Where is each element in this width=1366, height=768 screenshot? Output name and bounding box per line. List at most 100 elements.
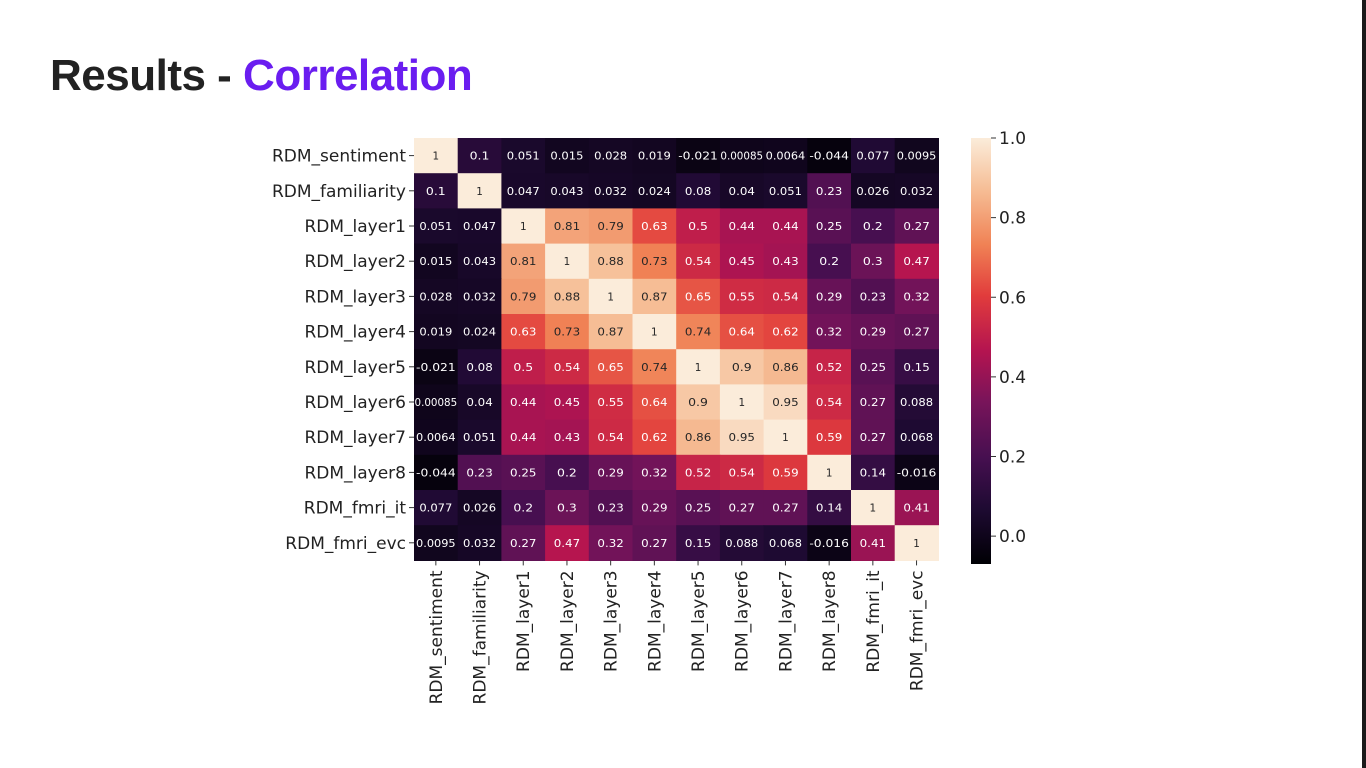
heatmap-cell bbox=[894, 349, 939, 385]
heatmap-cell-label: 0.047 bbox=[507, 185, 540, 198]
heatmap-cell bbox=[894, 525, 939, 561]
heatmap-cell-label: 0.077 bbox=[419, 502, 452, 515]
heatmap-cell-label: 0.0095 bbox=[897, 150, 937, 163]
heatmap-cell-label: 0.15 bbox=[685, 537, 711, 550]
heatmap-column-labels: RDM_sentiment RDM_familiarity RDM_layer1 RD… bbox=[427, 560, 928, 704]
row-label: RDM_layer3 bbox=[304, 287, 406, 307]
column-label: RDM_layer6 bbox=[733, 570, 753, 672]
heatmap-cell-label: 0.87 bbox=[597, 326, 623, 339]
heatmap-cell-label: 1 bbox=[564, 255, 571, 268]
heatmap-cell-label: 0.00085 bbox=[720, 150, 763, 163]
heatmap-cell bbox=[851, 314, 896, 350]
heatmap-cell-label: 0.0095 bbox=[416, 537, 456, 550]
heatmap-cell bbox=[807, 173, 852, 209]
heatmap-cell bbox=[763, 138, 808, 174]
heatmap-cell bbox=[457, 138, 502, 174]
heatmap-cell-label: 0.88 bbox=[554, 290, 580, 303]
heatmap-cell bbox=[414, 525, 459, 561]
heatmap-cell-label: 0.45 bbox=[729, 255, 755, 268]
row-label: RDM_layer1 bbox=[304, 217, 406, 237]
column-label: RDM_layer2 bbox=[558, 570, 578, 672]
row-label: RDM_fmri_evc bbox=[285, 534, 406, 554]
heatmap-cell bbox=[807, 138, 852, 174]
heatmap-cell-label: -0.016 bbox=[897, 466, 937, 479]
heatmap-cell-label: 0.65 bbox=[685, 290, 711, 303]
heatmap-cell-label: 0.5 bbox=[513, 361, 533, 374]
heatmap-cell bbox=[719, 454, 765, 491]
heatmap-cell bbox=[501, 454, 546, 491]
heatmap-cell-label: 1 bbox=[651, 326, 658, 339]
heatmap-cell bbox=[414, 278, 459, 315]
heatmap-cell bbox=[763, 384, 808, 421]
heatmap-cell bbox=[545, 278, 590, 315]
heatmap-cell-label: 0.29 bbox=[641, 502, 667, 515]
heatmap-cell bbox=[414, 349, 459, 385]
heatmap-cell-label: 0.55 bbox=[729, 290, 755, 303]
heatmap-cell bbox=[457, 490, 502, 526]
heatmap-cell bbox=[632, 525, 677, 561]
heatmap-cell-label: 1 bbox=[433, 150, 440, 163]
heatmap-cell bbox=[676, 138, 721, 174]
heatmap-cell bbox=[851, 384, 896, 421]
heatmap-cell bbox=[414, 314, 459, 350]
heatmap-cell bbox=[807, 454, 852, 491]
heatmap-cell-label: 0.0064 bbox=[766, 150, 806, 163]
column-label: RDM_layer4 bbox=[645, 570, 665, 672]
heatmap-cell-label: 0.026 bbox=[856, 185, 889, 198]
heatmap-cell bbox=[588, 278, 634, 315]
heatmap-cell-label: 0.27 bbox=[860, 431, 886, 444]
heatmap-cell-label: 0.032 bbox=[900, 185, 933, 198]
heatmap-cell bbox=[545, 525, 590, 561]
heatmap-cell-label: 0.026 bbox=[463, 502, 496, 515]
heatmap-cell bbox=[457, 278, 502, 315]
heatmap-cell-label: 0.051 bbox=[419, 220, 452, 233]
heatmap-cell bbox=[501, 243, 546, 280]
heatmap-cell-label: 0.79 bbox=[510, 290, 536, 303]
heatmap-cell bbox=[501, 490, 546, 526]
title-main: Results - bbox=[50, 51, 244, 100]
heatmap-cell bbox=[894, 384, 939, 421]
heatmap-cell-label: 0.028 bbox=[419, 290, 452, 303]
heatmap-cell bbox=[851, 419, 896, 456]
heatmap-cell-label: 0.032 bbox=[463, 290, 496, 303]
heatmap-cell-label: 0.74 bbox=[641, 361, 667, 374]
heatmap-cell bbox=[545, 349, 590, 385]
heatmap-cell-label: 0.27 bbox=[772, 502, 798, 515]
heatmap-cell-label: 0.44 bbox=[510, 396, 536, 409]
title-accent: Correlation bbox=[243, 51, 473, 100]
heatmap-cell-label: 1 bbox=[476, 185, 483, 198]
heatmap-cell bbox=[632, 314, 677, 350]
row-label: RDM_layer2 bbox=[304, 252, 406, 272]
heatmap-cell bbox=[457, 454, 502, 491]
heatmap-cell-label: 0.0064 bbox=[416, 431, 456, 444]
heatmap-cell-label: 0.32 bbox=[903, 290, 929, 303]
heatmap-cell bbox=[545, 490, 590, 526]
heatmap-cell bbox=[588, 384, 634, 421]
heatmap-cell bbox=[676, 490, 721, 526]
heatmap-cell-label: 0.41 bbox=[860, 537, 886, 550]
heatmap-cell-label: 0.047 bbox=[463, 220, 496, 233]
heatmap-cell-label: 0.019 bbox=[638, 150, 671, 163]
heatmap-cell bbox=[632, 419, 677, 456]
heatmap-cell-label: 0.87 bbox=[641, 290, 667, 303]
column-label: RDM_layer8 bbox=[820, 570, 840, 672]
heatmap-cell-label: 0.14 bbox=[860, 466, 886, 479]
heatmap-cell-label: 0.077 bbox=[856, 150, 889, 163]
heatmap-cell-label: 0.051 bbox=[463, 431, 496, 444]
heatmap-cell-label: 1 bbox=[695, 361, 702, 374]
heatmap-cell-label: 0.81 bbox=[510, 255, 536, 268]
heatmap-cell bbox=[763, 525, 808, 561]
heatmap-cell bbox=[632, 490, 677, 526]
heatmap-cell bbox=[894, 173, 939, 209]
row-label: RDM_layer5 bbox=[304, 358, 406, 378]
heatmap-cell bbox=[719, 243, 765, 280]
heatmap-cell-label: 0.54 bbox=[597, 431, 623, 444]
heatmap-cell bbox=[719, 490, 765, 526]
heatmap-cell-label: 0.015 bbox=[550, 150, 583, 163]
heatmap-cell-label: 0.04 bbox=[729, 185, 755, 198]
heatmap-cell-label: 0.52 bbox=[816, 361, 842, 374]
heatmap-cell-label: 0.9 bbox=[688, 396, 708, 409]
heatmap-cell-label: 0.45 bbox=[554, 396, 580, 409]
heatmap-cell-label: 0.73 bbox=[641, 255, 667, 268]
heatmap-cell-label: 0.27 bbox=[903, 220, 929, 233]
